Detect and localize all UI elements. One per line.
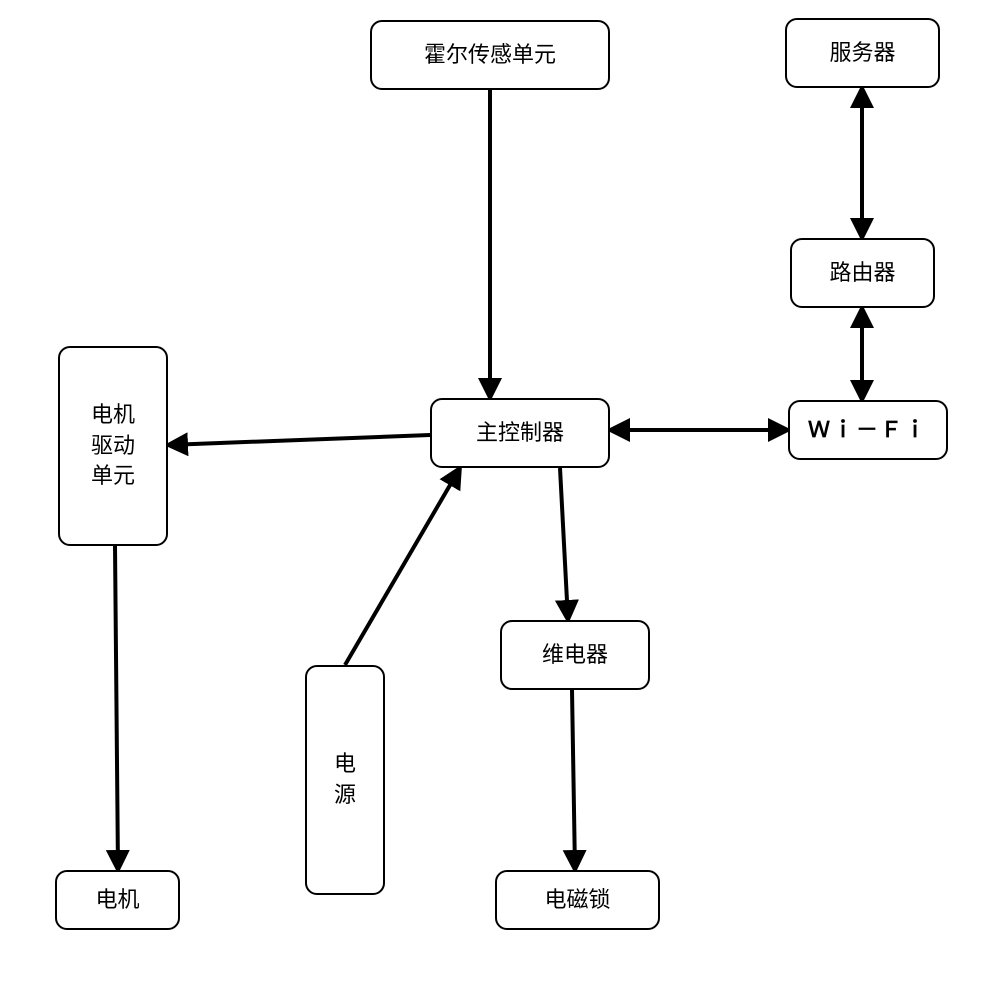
node-motor-driver: 电机 驱动 单元: [58, 346, 168, 546]
node-label: 霍尔传感单元: [424, 40, 556, 71]
node-router: 路由器: [790, 238, 935, 308]
node-relay: 维电器: [500, 620, 650, 690]
flowchart-diagram: 霍尔传感单元 服务器 路由器 Ｗｉ－Ｆｉ 主控制器 电机 驱动 单元 电 源 维…: [0, 0, 1000, 990]
node-label: 服务器: [829, 38, 895, 69]
node-label: 主控制器: [476, 418, 564, 449]
node-label: Ｗｉ－Ｆｉ: [808, 415, 928, 446]
node-controller: 主控制器: [430, 398, 610, 468]
node-label: 路由器: [829, 258, 895, 289]
node-electromagnetic-lock: 电磁锁: [495, 870, 660, 930]
node-server: 服务器: [785, 18, 940, 88]
node-wifi: Ｗｉ－Ｆｉ: [788, 400, 948, 460]
node-label: 电机 驱动 单元: [91, 400, 135, 492]
node-label: 维电器: [542, 640, 608, 671]
node-label: 电 源: [334, 749, 356, 811]
node-power: 电 源: [305, 665, 385, 895]
node-motor: 电机: [55, 870, 180, 930]
node-label: 电机: [95, 885, 139, 916]
node-hall-sensor: 霍尔传感单元: [370, 20, 610, 90]
node-label: 电磁锁: [544, 885, 610, 916]
